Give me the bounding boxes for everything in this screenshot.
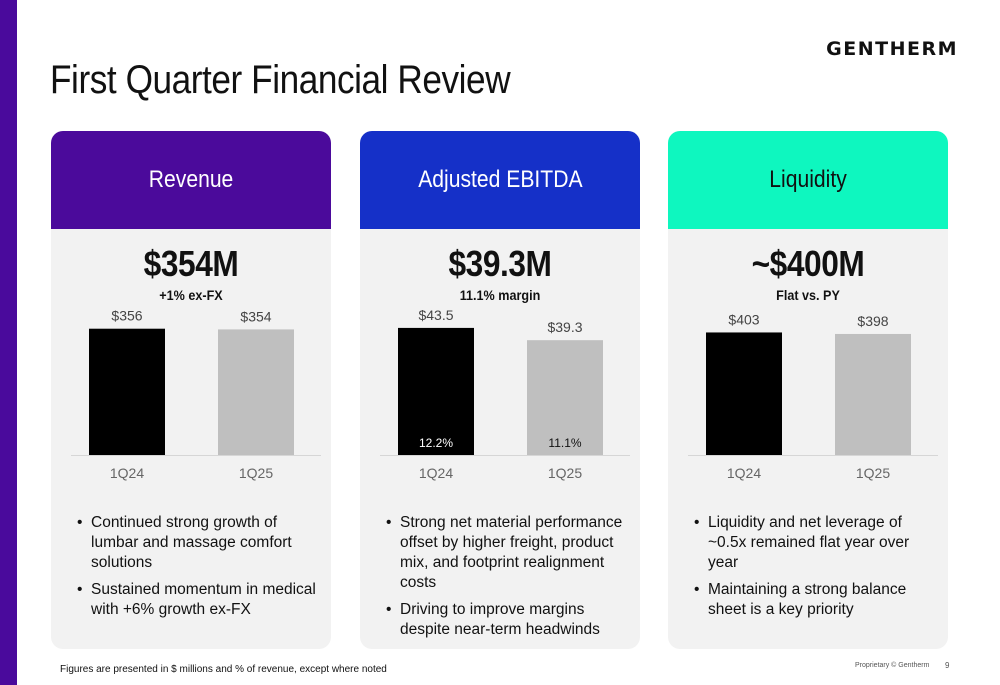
card-submetric: Flat vs. PY [776,287,840,303]
card-header-label: Revenue [148,166,234,193]
category-label: 1Q25 [239,465,273,481]
margin-label: 11.1% [548,436,581,450]
category-label: 1Q24 [110,465,144,481]
category-label: 1Q24 [727,465,761,481]
liquidity-chart: $403 1Q24 $398 1Q25 [668,306,948,486]
revenue-chart: $356 1Q24 $354 1Q25 [51,306,331,486]
bullet-list: Liquidity and net leverage of ~0.5x rema… [692,513,940,627]
card-header: Liquidity [668,131,948,229]
value-label: $356 [111,308,142,324]
value-label: $354 [240,308,271,324]
card-submetric: +1% ex-FX [159,287,223,303]
value-label: $43.5 [418,307,453,323]
value-label: $398 [857,313,888,329]
card-metric: ~$400M [751,243,865,284]
liquidity-card: Liquidity ~$400M Flat vs. PY $403 1Q24 $39… [668,131,948,649]
card-metric: $39.3M [448,243,552,284]
category-label: 1Q24 [419,465,453,481]
card-metric: $354M [143,243,239,284]
value-label: $403 [728,311,759,327]
card-header: Revenue [51,131,331,229]
bar-chart-svg: $403 1Q24 $398 1Q25 [688,311,938,481]
card-header-label: Liquidity [769,166,847,193]
bullet-item: Liquidity and net leverage of ~0.5x rema… [692,513,940,573]
page-number: 9 [945,661,950,670]
footnote: Figures are presented in $ millions and … [60,664,387,675]
proprietary-notice: Proprietary © Gentherm [855,662,930,669]
page-title: First Quarter Financial Review [50,58,511,102]
card-submetric: 11.1% margin [459,287,541,303]
bullet-list: Continued strong growth of lumbar and ma… [75,513,323,627]
bar-1q25 [527,340,603,455]
bullet-item: Driving to improve margins despite near-… [384,600,632,640]
bar-1q24 [706,332,782,455]
bar-1q24 [398,327,474,455]
bullet-item: Sustained momentum in medical with +6% g… [75,580,323,620]
adjusted-ebitda-chart: $43.5 12.2% 1Q24 $39.3 11.1% 1Q25 [360,306,640,486]
adjusted-ebitda-card: Adjusted EBITDA $39.3M 11.1% margin $43.… [360,131,640,649]
bar-1q25 [218,329,294,455]
left-accent-bar [0,0,17,685]
bar-1q24 [89,328,165,455]
bullet-list: Strong net material performance offset b… [384,513,632,647]
bullet-item: Maintaining a strong balance sheet is a … [692,580,940,620]
bar-chart-svg: $43.5 12.2% 1Q24 $39.3 11.1% 1Q25 [380,307,630,481]
gentherm-logo: GENTHERM [826,38,958,60]
bullet-item: Continued strong growth of lumbar and ma… [75,513,323,573]
value-label: $39.3 [547,319,582,335]
margin-label: 12.2% [419,436,453,450]
bar-chart-svg: $356 1Q24 $354 1Q25 [71,308,321,481]
category-label: 1Q25 [548,465,582,481]
card-header: Adjusted EBITDA [360,131,640,229]
category-label: 1Q25 [856,465,890,481]
card-header-label: Adjusted EBITDA [417,166,583,193]
revenue-card: Revenue $354M +1% ex-FX $356 1Q24 $354 1Q25… [51,131,331,649]
bar-1q25 [835,333,911,455]
bullet-item: Strong net material performance offset b… [384,513,632,593]
